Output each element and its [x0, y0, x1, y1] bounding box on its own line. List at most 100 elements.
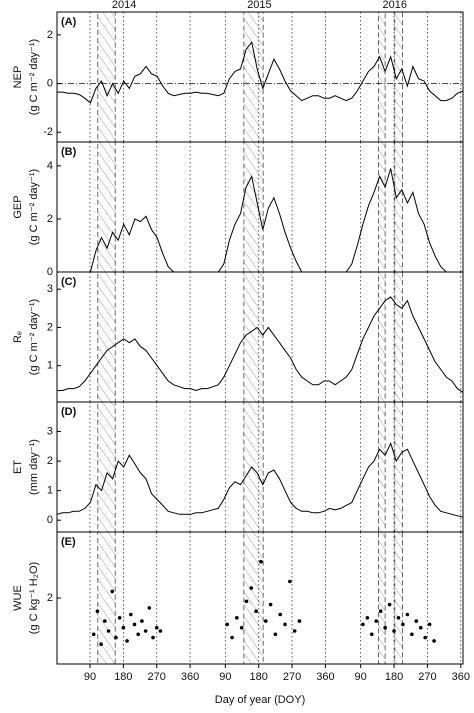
y-tick-label: 3 — [47, 283, 53, 295]
highlight-period — [97, 401, 116, 533]
point — [249, 586, 254, 590]
highlight-period — [394, 141, 403, 273]
series-line — [57, 296, 464, 393]
y-tick-label: 0 — [47, 514, 53, 526]
x-tick-label: 180 — [250, 671, 268, 683]
point — [143, 629, 148, 633]
point — [103, 619, 107, 623]
point — [278, 612, 283, 617]
point — [91, 632, 96, 637]
point — [268, 602, 273, 607]
point — [263, 619, 268, 623]
panel-frame — [56, 531, 464, 665]
point — [369, 632, 374, 637]
highlight-period — [378, 531, 386, 665]
point — [254, 609, 258, 613]
y-tick-label: 1 — [47, 360, 53, 372]
highlight-period — [97, 271, 116, 403]
y-tick-label: 2 — [47, 321, 53, 333]
point — [244, 599, 249, 604]
point — [140, 619, 144, 623]
point — [414, 619, 419, 623]
point — [401, 622, 405, 627]
panel-label: (A) — [61, 16, 77, 28]
point — [114, 635, 118, 640]
y-axis-label: ET — [12, 460, 24, 474]
point — [239, 625, 244, 630]
x-tick-label: 180 — [114, 671, 132, 683]
highlight-period — [378, 141, 386, 273]
y-axis-unit: (g C m⁻² day⁻¹) — [28, 39, 40, 115]
x-axis-label: Day of year (DOY) — [215, 694, 305, 706]
point — [283, 622, 287, 627]
panel-label: (C) — [61, 276, 77, 288]
point — [427, 622, 432, 627]
y-axis-unit: (g C m⁻² day⁻¹) — [28, 169, 40, 245]
y-tick-label: 0 — [47, 266, 53, 278]
y-tick-label: 2 — [47, 29, 53, 41]
point — [423, 635, 427, 640]
point — [117, 616, 122, 620]
highlight-period — [97, 141, 116, 273]
point — [387, 602, 392, 607]
point — [106, 629, 111, 633]
point — [259, 559, 263, 564]
y-axis-label: NEP — [12, 66, 24, 89]
highlight-period — [378, 271, 386, 403]
x-tick-label: 90 — [219, 671, 231, 683]
x-tick-label: 90 — [355, 671, 367, 683]
highlight-period — [394, 531, 403, 665]
year-label: 2015 — [247, 0, 271, 11]
point — [418, 625, 423, 630]
point — [147, 606, 152, 610]
y-tick-label: 2 — [47, 455, 53, 467]
point — [225, 622, 229, 627]
highlight-period — [97, 11, 116, 143]
point — [95, 609, 100, 613]
x-tick-label: 270 — [148, 671, 166, 683]
year-label: 2016 — [383, 0, 407, 11]
panel-label: (D) — [61, 406, 77, 418]
y-tick-label: 3 — [47, 425, 53, 437]
series-line — [56, 442, 464, 518]
point — [383, 625, 387, 630]
series-line — [57, 41, 464, 104]
x-tick-label: 360 — [452, 671, 470, 683]
point — [128, 612, 133, 617]
x-tick-label: 270 — [283, 671, 301, 683]
x-tick-label: 180 — [385, 671, 403, 683]
x-tick-label: 360 — [316, 671, 334, 683]
point — [273, 632, 278, 637]
highlight-period — [394, 401, 403, 533]
y-axis-unit: (g C m⁻² day⁻¹) — [28, 299, 40, 375]
y-tick-label: 4 — [47, 160, 53, 172]
point — [405, 612, 410, 617]
point — [235, 616, 239, 620]
y-tick-label: 0 — [47, 77, 53, 89]
point — [288, 579, 292, 584]
point — [432, 639, 436, 643]
highlight-period — [243, 401, 264, 533]
point — [154, 625, 159, 630]
point — [99, 642, 103, 646]
year-label: 2014 — [112, 0, 136, 11]
y-tick-label: 1 — [47, 485, 53, 497]
point — [396, 616, 401, 620]
point — [230, 635, 234, 640]
series-line — [57, 168, 463, 273]
y-axis-label: Rₑ — [12, 331, 24, 343]
point — [297, 619, 302, 623]
panel-label: (B) — [61, 146, 77, 158]
highlight-period — [243, 141, 264, 273]
x-tick-label: 90 — [84, 671, 96, 683]
x-tick-label: 360 — [181, 671, 199, 683]
highlight-period — [378, 11, 386, 143]
point — [132, 622, 137, 627]
highlight-period — [243, 271, 264, 403]
point — [374, 619, 379, 623]
highlight-period — [394, 271, 403, 403]
point — [136, 632, 140, 637]
y-axis-label: GEP — [12, 195, 24, 218]
point — [292, 629, 297, 633]
